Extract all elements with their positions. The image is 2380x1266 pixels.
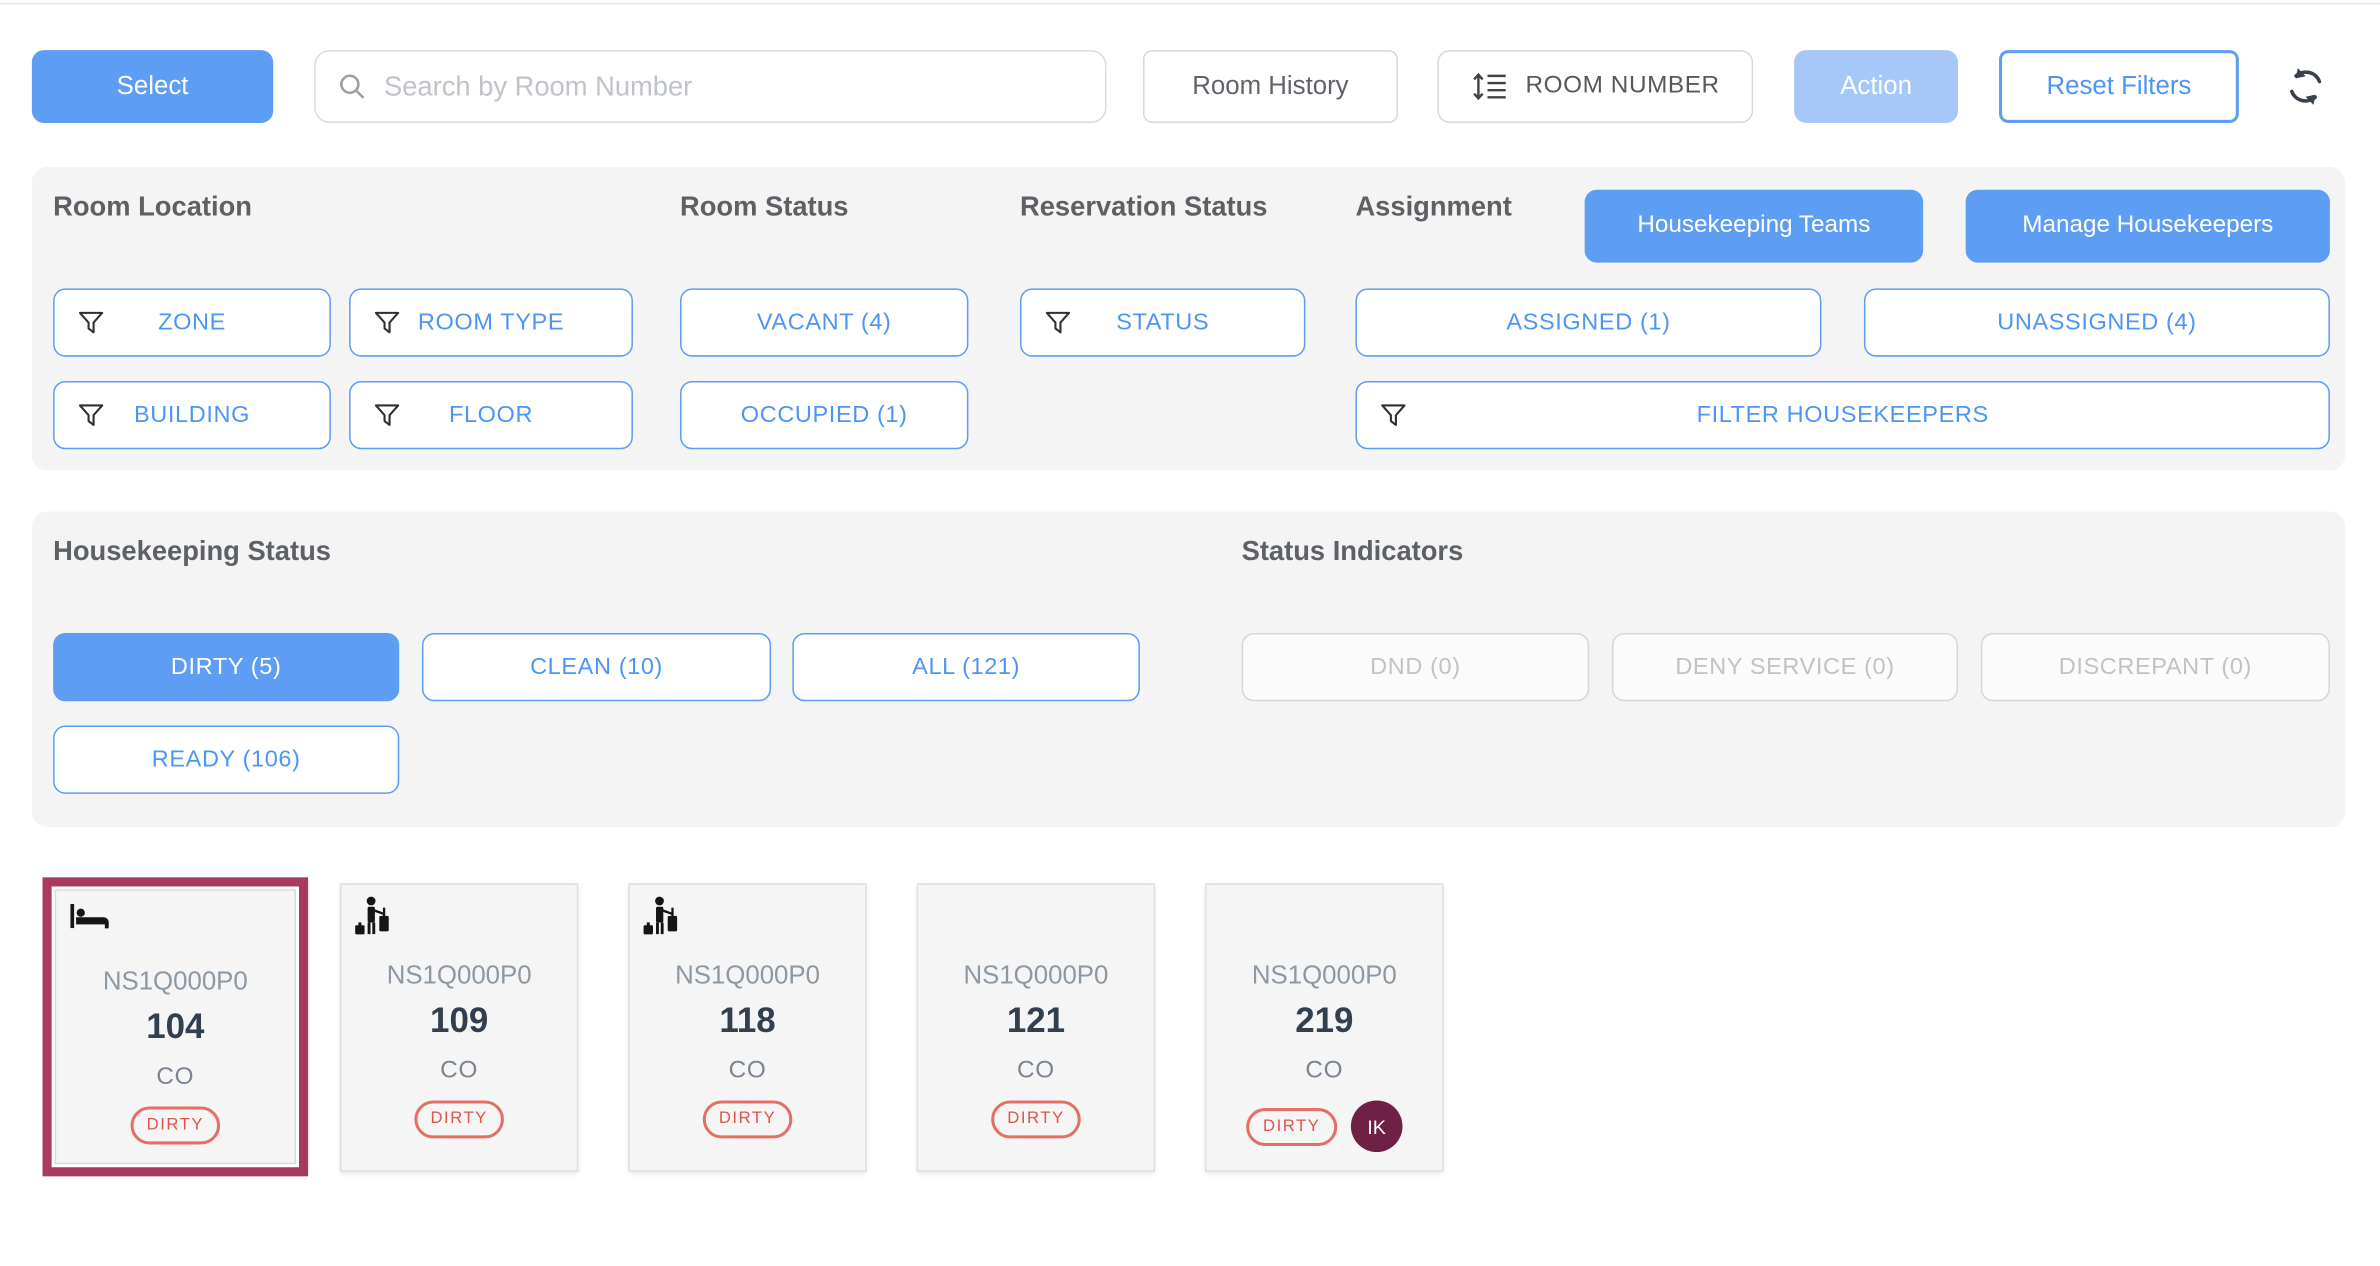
building-filter-button[interactable]: BUILDING: [53, 380, 331, 450]
reservation-status-code: CO: [1016, 1057, 1055, 1084]
vacant-filter-button[interactable]: VACANT (4): [680, 288, 969, 357]
reservation-status-code: CO: [728, 1057, 767, 1084]
sort-by-dropdown[interactable]: ROOM NUMBER: [1437, 50, 1754, 123]
dirty-status-pill: DIRTY: [1246, 1107, 1338, 1146]
reservation-status-filter-label: STATUS: [1116, 308, 1210, 335]
zone-filter-label: ZONE: [158, 308, 226, 335]
unassigned-filter-button[interactable]: UNASSIGNED (4): [1863, 288, 2330, 357]
reservation-status-header: Reservation Status: [1020, 191, 1268, 222]
room-type-code: NS1Q000P0: [1251, 960, 1397, 990]
dirty-filter-button[interactable]: DIRTY (5): [53, 632, 400, 702]
dirty-status-pill: DIRTY: [990, 1100, 1082, 1139]
all-filter-button[interactable]: ALL (121): [792, 632, 1140, 702]
room-type-filter-button[interactable]: ROOM TYPE: [349, 288, 633, 357]
clean-filter-button[interactable]: CLEAN (10): [421, 632, 772, 702]
action-button[interactable]: Action: [1794, 50, 1959, 123]
toolbar: Select Room History ROOM: [31, 50, 2348, 123]
guest-with-luggage-icon: [642, 896, 678, 935]
room-number: 104: [146, 1006, 205, 1046]
room-number: 118: [719, 1000, 776, 1040]
filter-funnel-icon: [370, 306, 403, 339]
reset-filters-button[interactable]: Reset Filters: [1999, 50, 2239, 123]
status-indicators-header: Status Indicators: [1241, 535, 1464, 567]
assignment-header: Assignment: [1355, 191, 1512, 222]
room-type-code: NS1Q000P0: [386, 960, 532, 990]
room-number: 109: [430, 1000, 489, 1040]
housekeeping-status-panel: Housekeeping Status Status Indicators DI…: [31, 511, 2346, 828]
top-divider: [0, 3, 2380, 5]
reservation-status-code: CO: [1305, 1057, 1344, 1084]
room-location-header: Room Location: [53, 191, 252, 222]
dirty-status-pill: DIRTY: [413, 1100, 505, 1139]
filters-panel: Room Location Room Status Reservation St…: [31, 166, 2346, 471]
filter-housekeepers-label: FILTER HOUSEKEEPERS: [1696, 401, 1989, 428]
occupied-filter-button[interactable]: OCCUPIED (1): [680, 380, 969, 450]
floor-filter-label: FLOOR: [448, 401, 534, 428]
refresh-button[interactable]: [2278, 59, 2333, 114]
reservation-status-filter-button[interactable]: STATUS: [1020, 288, 1306, 357]
filter-funnel-icon: [1041, 306, 1074, 339]
building-filter-label: BUILDING: [133, 401, 250, 428]
filter-funnel-icon: [74, 306, 107, 339]
room-card-219[interactable]: NS1Q000P0 219 CO DIRTY IK: [1205, 883, 1444, 1172]
occupied-bed-icon: [68, 902, 111, 931]
dirty-status-pill: DIRTY: [702, 1100, 793, 1139]
room-card-109[interactable]: NS1Q000P0 109 CO DIRTY: [340, 883, 579, 1172]
room-card-list: NS1Q000P0 104 CO DIRTY: [42, 877, 1444, 1177]
filter-funnel-icon: [74, 398, 107, 431]
reservation-status-code: CO: [156, 1064, 195, 1090]
discrepant-indicator-button[interactable]: DISCREPANT (0): [1980, 632, 2330, 702]
filter-funnel-icon: [1377, 398, 1410, 431]
dnd-indicator-button[interactable]: DND (0): [1241, 632, 1590, 702]
room-number: 121: [1006, 1000, 1066, 1040]
select-button[interactable]: Select: [31, 50, 274, 123]
search-room-input-wrap[interactable]: [314, 50, 1107, 123]
room-type-code: NS1Q000P0: [102, 966, 248, 996]
zone-filter-button[interactable]: ZONE: [53, 288, 331, 357]
sort-by-label: ROOM NUMBER: [1525, 72, 1720, 99]
ready-filter-button[interactable]: READY (106): [53, 725, 400, 794]
dirty-status-pill: DIRTY: [129, 1106, 221, 1145]
room-status-header: Room Status: [680, 191, 849, 222]
manage-housekeepers-button[interactable]: Manage Housekeepers: [1965, 189, 2330, 263]
housekeeping-status-header: Housekeeping Status: [53, 535, 331, 567]
room-card-selected-104[interactable]: NS1Q000P0 104 CO DIRTY: [42, 877, 309, 1177]
filter-housekeepers-button[interactable]: FILTER HOUSEKEEPERS: [1355, 380, 2330, 450]
guest-with-luggage-icon: [354, 896, 390, 935]
refresh-icon: [2290, 68, 2322, 105]
deny-service-indicator-button[interactable]: DENY SERVICE (0): [1611, 632, 1959, 702]
search-icon: [340, 74, 365, 99]
room-type-filter-label: ROOM TYPE: [417, 308, 565, 335]
assigned-filter-button[interactable]: ASSIGNED (1): [1355, 288, 1822, 357]
room-number: 219: [1295, 1000, 1354, 1040]
housekeeper-initials-badge[interactable]: IK: [1350, 1100, 1403, 1153]
room-type-code: NS1Q000P0: [675, 960, 820, 990]
room-card-118[interactable]: NS1Q000P0 118 CO DIRTY: [628, 883, 867, 1172]
reservation-status-code: CO: [440, 1057, 479, 1084]
floor-filter-button[interactable]: FLOOR: [349, 380, 633, 450]
search-room-input[interactable]: [380, 69, 1084, 104]
room-history-button[interactable]: Room History: [1142, 50, 1398, 123]
room-type-code: NS1Q000P0: [963, 960, 1109, 990]
room-card[interactable]: NS1Q000P0 104 CO DIRTY: [54, 889, 296, 1165]
room-card-121[interactable]: NS1Q000P0 121 CO DIRTY: [916, 883, 1156, 1172]
filter-funnel-icon: [370, 398, 403, 431]
sort-icon: [1473, 72, 1506, 101]
housekeeping-teams-button[interactable]: Housekeeping Teams: [1584, 189, 1924, 263]
